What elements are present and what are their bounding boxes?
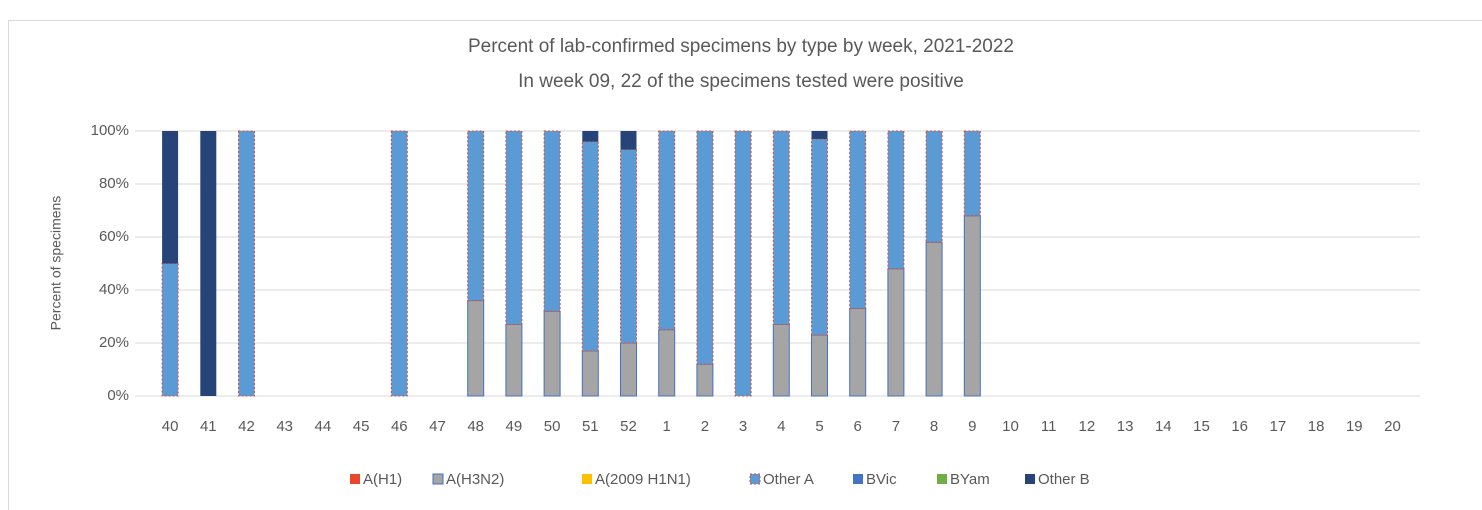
x-tick-label: 50 [544,418,561,435]
x-tick-label: 52 [620,418,637,435]
legend-swatch [1025,474,1035,484]
bar-segment [467,300,485,397]
bar-segment [582,131,599,142]
x-tick-label: 7 [892,418,900,435]
x-tick-label: 14 [1155,418,1172,435]
legend-label: BYam [950,471,990,488]
chart-title: Percent of lab-confirmed specimens by ty… [468,36,1014,57]
bar-segment [696,363,714,397]
bar-segment [620,149,637,344]
bar-segment [811,334,828,397]
x-tick-label: 11 [1041,418,1057,435]
bar-segment [161,263,179,397]
x-tick-label: 8 [930,418,938,435]
legend-swatch [582,474,592,484]
x-tick-label: 1 [663,418,671,435]
bar-segment [849,130,867,310]
x-tick-label: 46 [391,418,408,435]
bar-segment [963,130,981,217]
x-tick-label: 45 [353,418,370,435]
bar-segment [620,342,637,397]
bar-segment [238,130,255,397]
y-tick-label: 80% [99,175,129,192]
x-tick-label: 13 [1117,418,1134,435]
x-tick-label: 44 [315,418,332,435]
legend-swatch [853,474,863,484]
x-tick-label: 4 [777,418,785,435]
legend-label: A(H3N2) [446,471,504,488]
bar-segment [811,138,828,336]
y-tick-label: 40% [99,281,129,298]
bar-segment [505,130,523,325]
x-tick-label: 5 [815,418,823,435]
x-tick-label: 17 [1270,418,1287,435]
x-tick-label: 41 [200,418,217,435]
legend-swatch [937,474,947,484]
legend-swatch [350,474,360,484]
y-tick-label: 20% [99,334,129,351]
bar-segment [505,323,523,397]
bar-segment [658,329,676,397]
bar-segment [543,310,561,397]
y-tick-label: 100% [91,122,129,139]
bar-segment [581,350,599,397]
x-tick-label: 12 [1079,418,1096,435]
legend-label: A(2009 H1N1) [595,471,691,488]
legend-label: Other B [1038,471,1090,488]
legend-swatch [432,473,444,485]
x-tick-label: 16 [1231,418,1248,435]
bar-segment [849,308,867,397]
chart-subtitle: In week 09, 22 of the specimens tested w… [518,71,964,92]
x-tick-label: 19 [1346,418,1363,435]
x-tick-label: 42 [238,418,255,435]
bar-segment [543,130,561,312]
bar-segment [696,130,714,365]
x-tick-label: 20 [1384,418,1401,435]
x-tick-label: 10 [1002,418,1019,435]
y-axis-label: Percent of specimens [48,196,64,331]
bar-segment [887,268,905,397]
x-tick-label: 2 [701,418,709,435]
bar-segment [390,130,408,397]
legend-label: BVic [866,471,897,488]
bar-segment [658,130,676,331]
bar-segment [620,131,637,150]
x-tick-label: 49 [506,418,523,435]
legend-label: A(H1) [363,471,402,488]
y-tick-label: 60% [99,228,129,245]
x-tick-label: 40 [162,418,179,435]
bar-segment [467,130,485,302]
bar-segment [734,130,752,397]
x-tick-label: 43 [276,418,293,435]
legend-swatch [749,473,761,485]
x-tick-label: 51 [582,418,599,435]
bar-segment [581,141,599,352]
legend-label: Other A [763,471,814,488]
bar-segment [887,130,905,270]
x-tick-label: 18 [1308,418,1325,435]
y-tick-label: 0% [107,387,129,404]
bar-segment [925,130,943,243]
bar-segment [925,241,943,397]
bar-segment [200,131,217,396]
x-tick-label: 47 [429,418,446,435]
bar-segment [772,323,790,397]
bar-segment [811,131,828,139]
x-tick-label: 6 [854,418,862,435]
x-tick-label: 3 [739,418,747,435]
bar-segment [162,131,179,264]
x-tick-label: 15 [1193,418,1210,435]
bar-segment [963,215,981,397]
bar-segment [772,130,790,325]
x-tick-label: 48 [467,418,484,435]
x-tick-label: 9 [968,418,976,435]
